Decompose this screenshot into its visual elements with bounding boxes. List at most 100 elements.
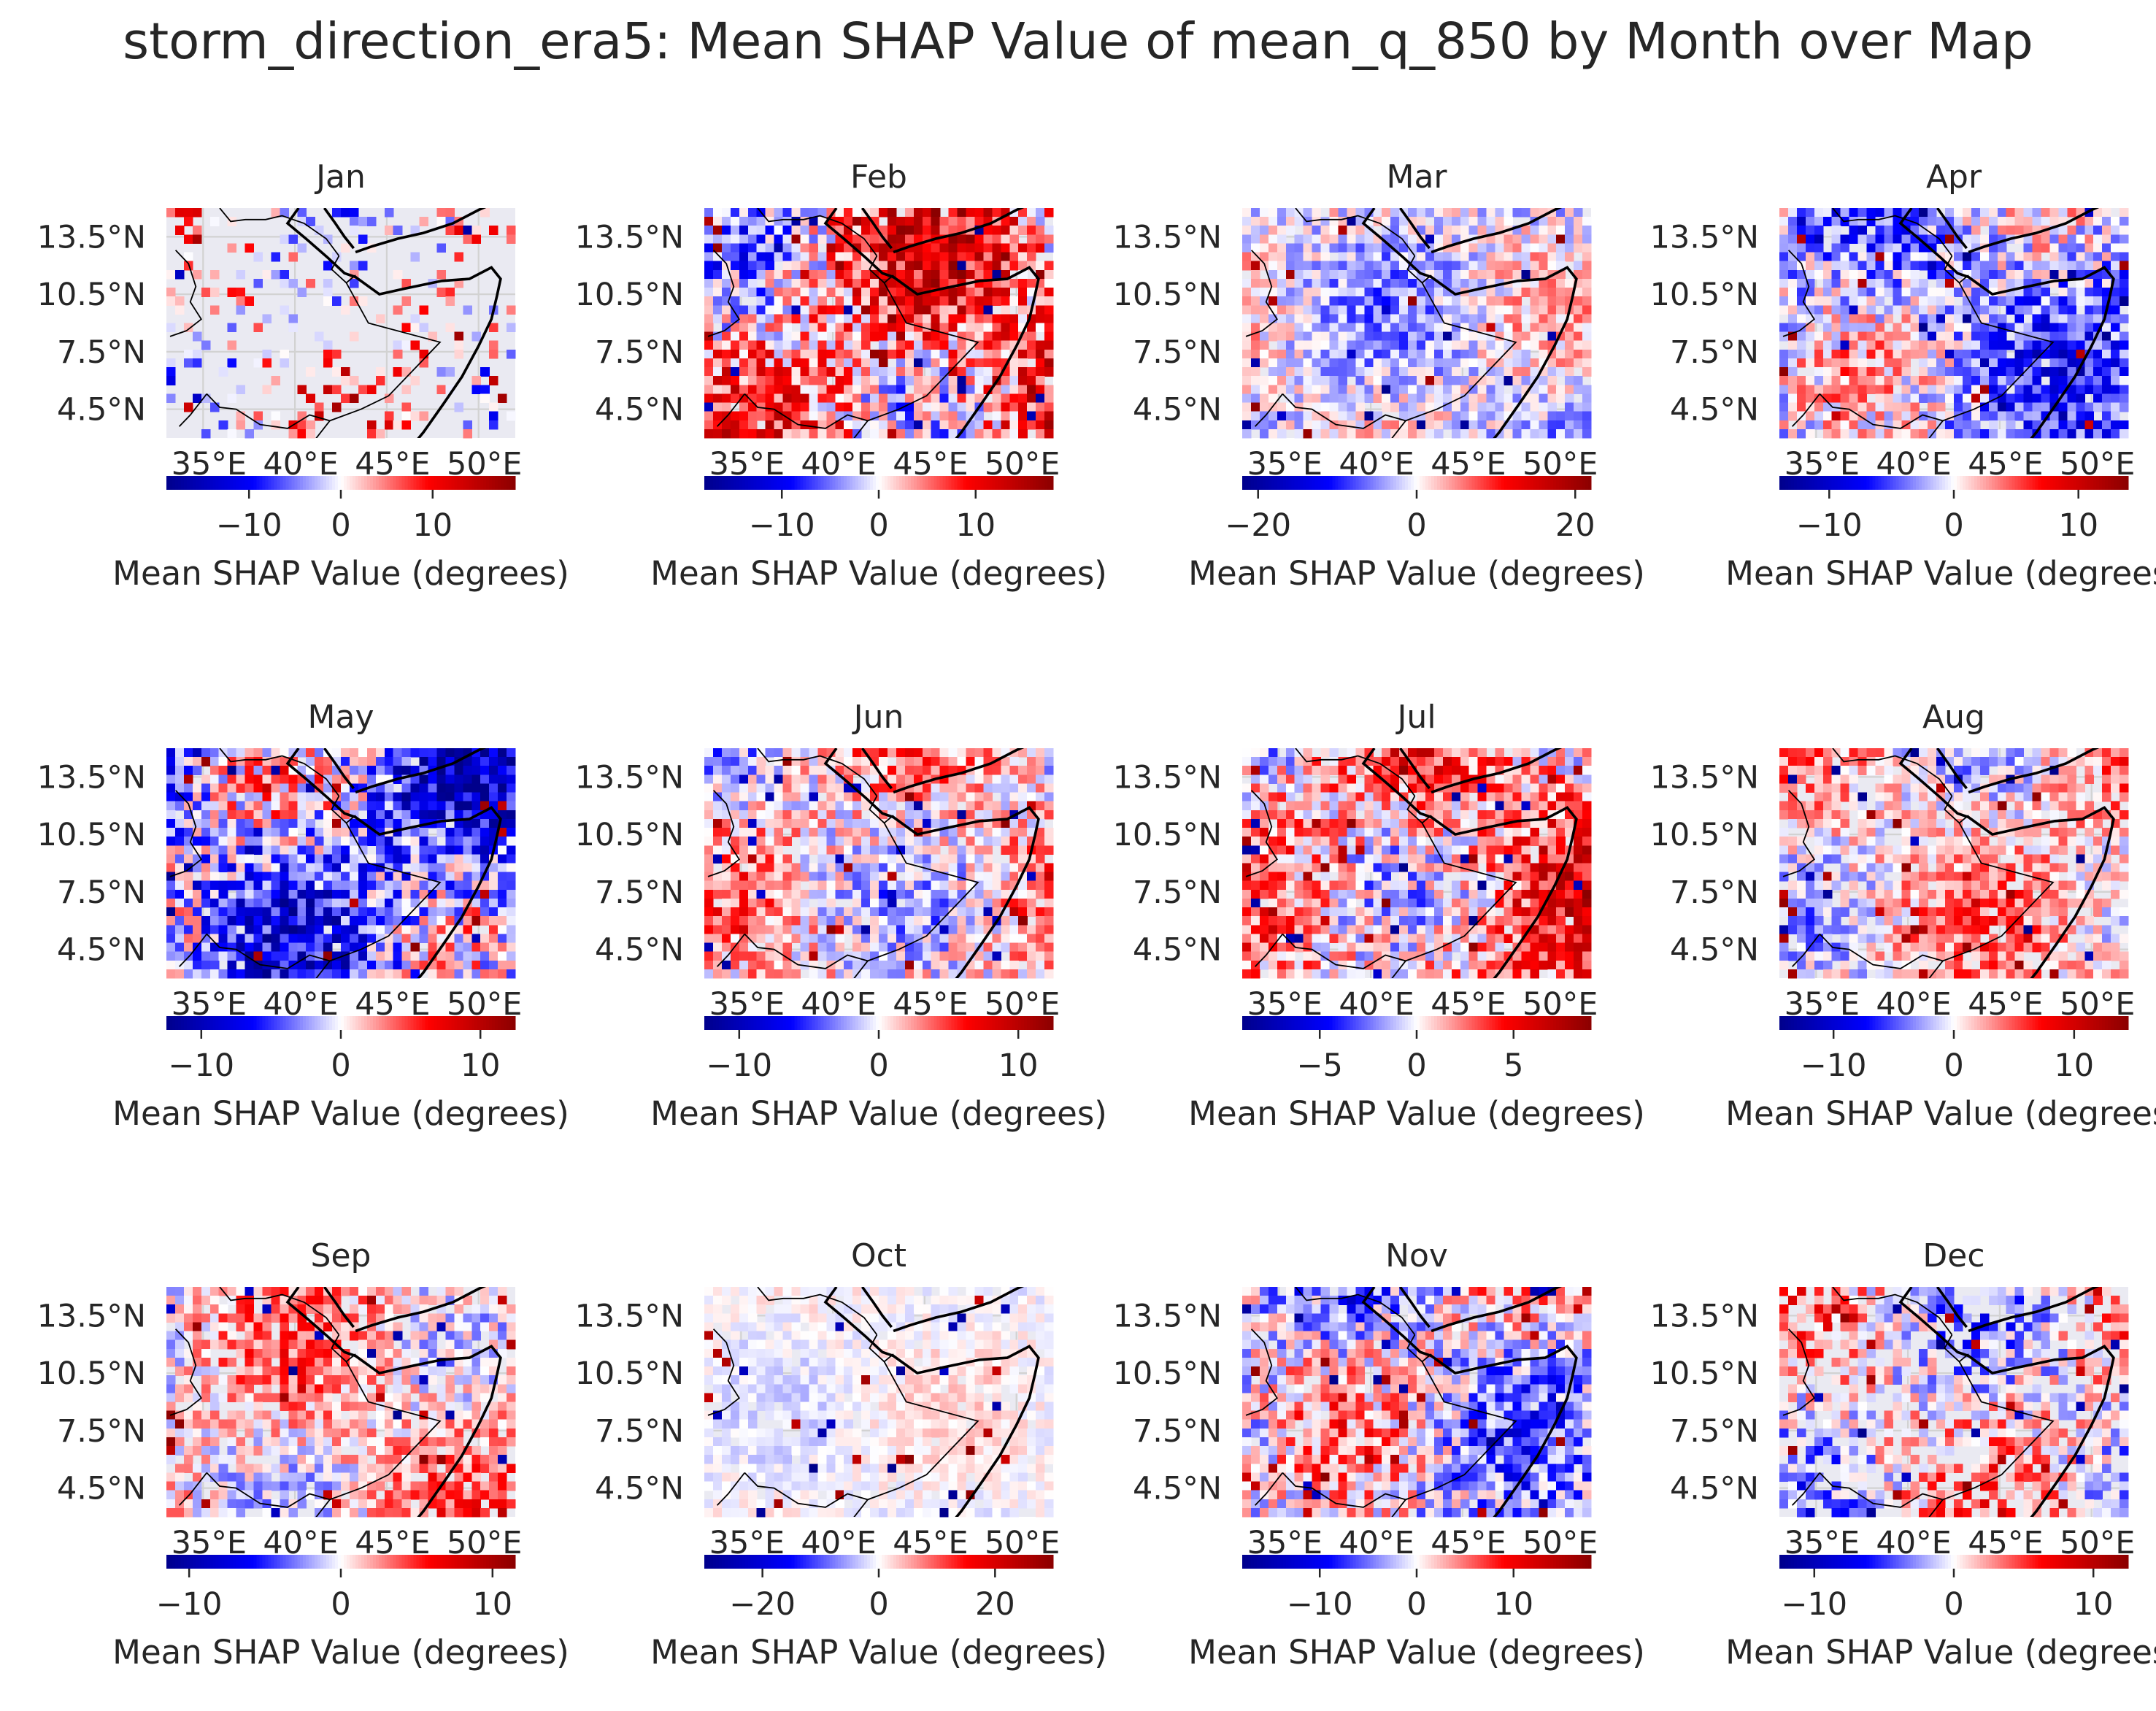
heatmap-cell xyxy=(410,226,420,235)
heatmap-cell xyxy=(410,845,420,855)
heatmap-cell xyxy=(253,757,263,766)
heatmap-cell xyxy=(480,828,490,837)
heatmap-cell xyxy=(2014,252,2025,262)
heatmap-cell xyxy=(966,376,976,385)
heatmap-cell xyxy=(983,226,993,235)
heatmap-cell xyxy=(1556,296,1566,306)
heatmap-cell xyxy=(1242,340,1252,350)
heatmap-cell xyxy=(756,331,766,342)
heatmap-cell xyxy=(1009,261,1019,271)
heatmap-cell xyxy=(384,208,394,218)
heatmap-cell xyxy=(2102,278,2111,288)
heatmap-cell xyxy=(253,969,263,979)
heatmap-cell xyxy=(332,402,342,412)
heatmap-cell xyxy=(1250,305,1260,315)
heatmap-cell xyxy=(730,358,740,368)
heatmap-cell xyxy=(1521,252,1531,262)
heatmap-cell xyxy=(253,810,263,820)
heatmap-cell xyxy=(218,810,228,820)
heatmap-cell xyxy=(730,261,740,271)
heatmap-cell xyxy=(419,774,429,785)
heatmap-cell xyxy=(1521,358,1531,368)
heatmap-cell xyxy=(419,217,429,226)
heatmap-cell xyxy=(192,226,202,235)
heatmap-cell xyxy=(1962,208,1972,218)
colorbar-segment xyxy=(469,476,472,490)
heatmap-cell xyxy=(809,411,818,421)
heatmap-cell xyxy=(436,783,446,793)
heatmap-cell xyxy=(844,331,853,342)
heatmap-cell xyxy=(1831,420,1841,430)
heatmap-cell xyxy=(236,783,246,793)
colorbar-segment xyxy=(384,476,388,490)
heatmap-cell xyxy=(1530,402,1539,412)
heatmap-cell xyxy=(1936,358,1946,368)
heatmap-cell xyxy=(704,314,714,324)
heatmap-cell xyxy=(983,234,993,245)
heatmap-cell xyxy=(262,854,272,864)
colorbar-segment xyxy=(256,476,261,490)
heatmap-cell xyxy=(721,226,731,235)
colorbar-segment xyxy=(2102,476,2106,490)
heatmap-cell xyxy=(401,837,412,846)
heatmap-cell xyxy=(1250,411,1260,421)
heatmap-cell xyxy=(2093,349,2103,359)
colorbar-segment xyxy=(1454,476,1458,490)
heatmap-cell xyxy=(245,296,255,306)
heatmap-cell xyxy=(1242,305,1252,315)
heatmap-cell xyxy=(2041,208,2051,218)
heatmap-cell xyxy=(2093,296,2103,306)
heatmap-cell xyxy=(2111,314,2120,324)
heatmap-cell xyxy=(904,269,915,280)
colorbar-segment xyxy=(1843,476,1847,490)
heatmap-cell xyxy=(1936,402,1946,412)
colorbar-segment xyxy=(983,476,987,490)
heatmap-cell xyxy=(1840,376,1850,385)
heatmap-cell xyxy=(1962,252,1972,262)
country-border xyxy=(1819,282,2055,429)
heatmap-cell xyxy=(1044,393,1054,404)
heatmap-cell xyxy=(1910,269,1920,280)
panel-title: Feb xyxy=(850,158,907,196)
heatmap-cell xyxy=(401,367,412,377)
heatmap-cell xyxy=(730,411,740,421)
colorbar-segment xyxy=(2014,476,2019,490)
heatmap-cell xyxy=(800,314,809,324)
heatmap-cell xyxy=(253,774,263,785)
heatmap-cell xyxy=(1539,411,1548,421)
heatmap-cell xyxy=(1320,411,1331,421)
heatmap-cell xyxy=(1884,208,1893,218)
heatmap-cell xyxy=(245,925,255,935)
heatmap-cell xyxy=(1355,349,1365,359)
heatmap-cell xyxy=(192,969,202,979)
heatmap-cell xyxy=(166,951,176,961)
heatmap-cell xyxy=(1399,385,1409,395)
heatmap-cell xyxy=(1997,314,2007,324)
heatmap-cell xyxy=(974,296,984,306)
heatmap-cell xyxy=(1009,393,1019,404)
heatmap-cell xyxy=(2076,420,2085,430)
colorbar-segment xyxy=(439,476,444,490)
heatmap-cell xyxy=(2041,305,2051,315)
heatmap-cell xyxy=(445,907,455,917)
heatmap-cell xyxy=(1521,261,1531,271)
heatmap-cell xyxy=(1857,420,1868,430)
colorbar-tick-label: 0 xyxy=(1406,507,1426,544)
heatmap-cell xyxy=(2058,349,2068,359)
heatmap-cell xyxy=(166,837,176,846)
heatmap-cell xyxy=(1805,420,1815,430)
heatmap-cell xyxy=(209,854,220,864)
heatmap-cell xyxy=(1312,261,1322,271)
heatmap-cell xyxy=(1425,208,1435,218)
heatmap-cell xyxy=(174,296,185,306)
heatmap-cell xyxy=(817,376,827,385)
colorbar-segment xyxy=(1521,476,1525,490)
heatmap-cell xyxy=(253,872,263,882)
heatmap-cell xyxy=(800,349,809,359)
heatmap-cell xyxy=(1285,305,1295,315)
heatmap-cell xyxy=(712,217,723,226)
heatmap-cell xyxy=(489,323,498,333)
heatmap-cell xyxy=(896,269,906,280)
colorbar-segment xyxy=(180,476,185,490)
